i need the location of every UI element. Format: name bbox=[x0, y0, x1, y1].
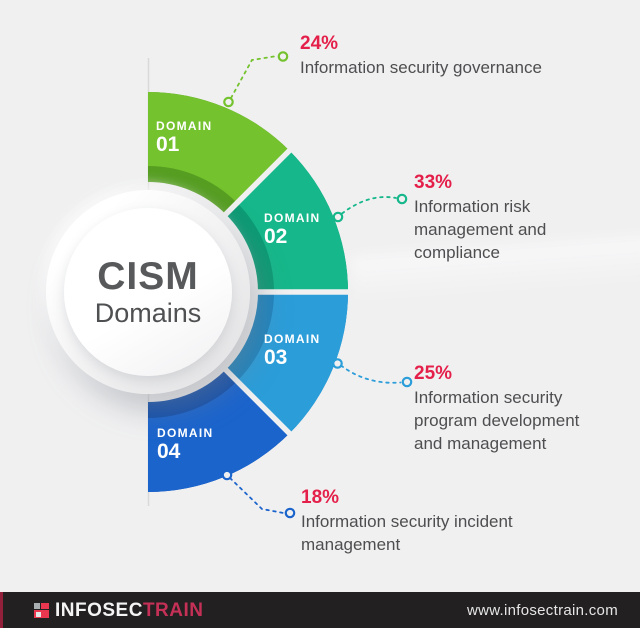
footer-left-accent bbox=[0, 592, 3, 628]
domain-04-description: Information security incident management bbox=[301, 512, 513, 554]
domain-03-number: 03 bbox=[264, 346, 288, 369]
logo-square-white bbox=[36, 611, 41, 617]
leader-ring-03-start bbox=[332, 358, 343, 369]
domain-04-percent: 18% bbox=[301, 487, 340, 508]
domain-02-description: Information risk management and complian… bbox=[414, 197, 547, 262]
leader-line-domain-01 bbox=[230, 55, 278, 99]
leader-ring-03-end bbox=[401, 376, 413, 388]
callout-domain-04: 18% Information security incident manage… bbox=[301, 487, 513, 556]
leader-ring-01-end bbox=[277, 51, 289, 62]
domain-03-word: DOMAIN bbox=[264, 332, 321, 346]
logo-square-red-top bbox=[41, 602, 49, 609]
domain-01-number: 01 bbox=[156, 133, 180, 156]
domain-01-description: Information security governance bbox=[300, 58, 542, 77]
center-hub-text: CISM Domains bbox=[46, 190, 250, 394]
leader-line-domain-03 bbox=[340, 364, 402, 384]
callout-domain-01: 24% Information security governance bbox=[300, 33, 542, 79]
brand-primary-text: INFOSEC bbox=[55, 599, 143, 621]
domain-02-word: DOMAIN bbox=[264, 211, 321, 225]
domain-01-percent: 24% bbox=[300, 33, 339, 54]
logo-square-gray bbox=[34, 602, 40, 609]
segment-domain-04 bbox=[148, 381, 290, 492]
logo-square-red-bottom bbox=[34, 609, 49, 618]
website-url: www.infosectrain.com bbox=[466, 601, 618, 619]
chart-title: CISM bbox=[97, 254, 199, 298]
domain-01-word: DOMAIN bbox=[156, 119, 213, 133]
domain-01-label: DOMAIN 01 bbox=[156, 119, 212, 156]
leader-ring-04-end bbox=[284, 507, 296, 519]
brand-secondary-text: TRAIN bbox=[142, 599, 204, 621]
domain-02-label: DOMAIN 02 bbox=[264, 211, 320, 248]
leader-ring-02-end bbox=[396, 193, 408, 205]
segment-gap-3 bbox=[220, 364, 296, 440]
domain-04-word: DOMAIN bbox=[157, 426, 214, 440]
domain-02-number: 02 bbox=[264, 225, 288, 248]
segment-domain-02 bbox=[237, 150, 348, 292]
footer-bar: INFOSECTRAIN www.infosectrain.com bbox=[0, 592, 640, 628]
leader-ring-02-start bbox=[332, 211, 344, 223]
domain-04-label: DOMAIN 04 bbox=[157, 426, 213, 463]
center-hub-outer-circle bbox=[46, 190, 250, 394]
domain-03-percent: 25% bbox=[414, 363, 453, 384]
chart-subtitle: Domains bbox=[94, 297, 202, 328]
domain-03-label: DOMAIN 03 bbox=[264, 332, 320, 369]
brand-wordmark: INFOSECTRAIN bbox=[55, 601, 204, 620]
segment-domain-03 bbox=[237, 292, 348, 434]
segment-domain-01 bbox=[148, 92, 290, 203]
domain-02-percent: 33% bbox=[414, 172, 453, 193]
leader-ring-01-start bbox=[223, 96, 234, 108]
domain-03-description: Information security program development… bbox=[414, 388, 580, 453]
domain-04-number: 04 bbox=[157, 440, 181, 463]
leader-ring-04-start bbox=[221, 469, 233, 481]
leader-line-domain-04 bbox=[229, 477, 285, 514]
leader-line-domain-02 bbox=[341, 196, 397, 215]
segment-gap-1 bbox=[220, 144, 296, 220]
infosectrain-logo-icon bbox=[34, 602, 49, 618]
callout-domain-03: 25% Information security program develop… bbox=[414, 363, 579, 455]
callout-domain-02: 33% Information risk management and comp… bbox=[414, 172, 546, 264]
center-hub-inner-circle bbox=[64, 208, 232, 376]
